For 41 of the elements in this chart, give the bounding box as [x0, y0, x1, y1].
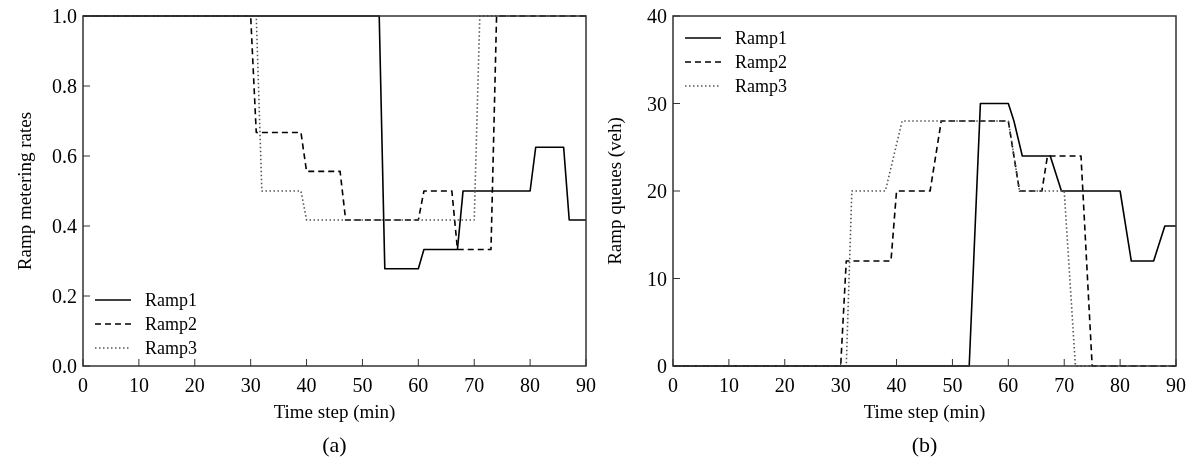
x-tick-label: 10: [718, 374, 739, 396]
y-tick-label: 0.4: [52, 215, 77, 237]
x-tick-label: 90: [1166, 374, 1186, 396]
x-tick-label: 80: [520, 374, 541, 396]
x-tick-label: 50: [352, 374, 373, 396]
y-tick-label: 0.0: [52, 355, 77, 377]
x-tick-label: 20: [774, 374, 795, 396]
x-tick-label: 20: [184, 374, 205, 396]
x-axis-title: Time step (min): [863, 401, 986, 423]
x-tick-label: 30: [240, 374, 261, 396]
x-tick-label: 70: [464, 374, 485, 396]
text: (b): [911, 432, 938, 457]
x-tick-label: 60: [408, 374, 429, 396]
y-tick-label: 30: [647, 92, 667, 115]
x-tick-label: 60: [998, 374, 1019, 396]
y-tick-label: 10: [647, 267, 667, 290]
y-axis-title: Ramp metering rates: [14, 111, 35, 271]
x-tick-label: 90: [576, 374, 596, 396]
legend-label: Ramp2: [145, 314, 197, 334]
y-tick-label: 0.2: [52, 285, 77, 307]
x-tick-label: 30: [830, 374, 851, 396]
y-tick-label: 40: [647, 5, 667, 27]
x-tick-label: 70: [1054, 374, 1075, 396]
x-axis-title: Time step (min): [273, 401, 396, 423]
x-tick-label: 40: [296, 374, 317, 396]
x-tick-label: 50: [942, 374, 963, 396]
legend-label: Ramp2: [735, 52, 787, 72]
legend-label: Ramp3: [735, 76, 787, 96]
legend-label: Ramp3: [145, 338, 197, 358]
legend-label: Ramp1: [735, 28, 787, 48]
x-tick-label: 80: [1110, 374, 1131, 396]
y-tick-label: 0.8: [52, 75, 77, 97]
y-tick-label: 20: [647, 180, 667, 202]
text: (a): [322, 432, 347, 457]
y-axis-title: Ramp queues (veh): [604, 117, 626, 265]
legend-label: Ramp1: [145, 290, 197, 310]
x-tick-label: 40: [886, 374, 907, 396]
y-tick-label: 0: [657, 355, 667, 377]
y-tick-label: 1.0: [52, 5, 77, 27]
x-tick-label: 10: [128, 374, 149, 396]
y-tick-label: 0.6: [52, 145, 77, 167]
